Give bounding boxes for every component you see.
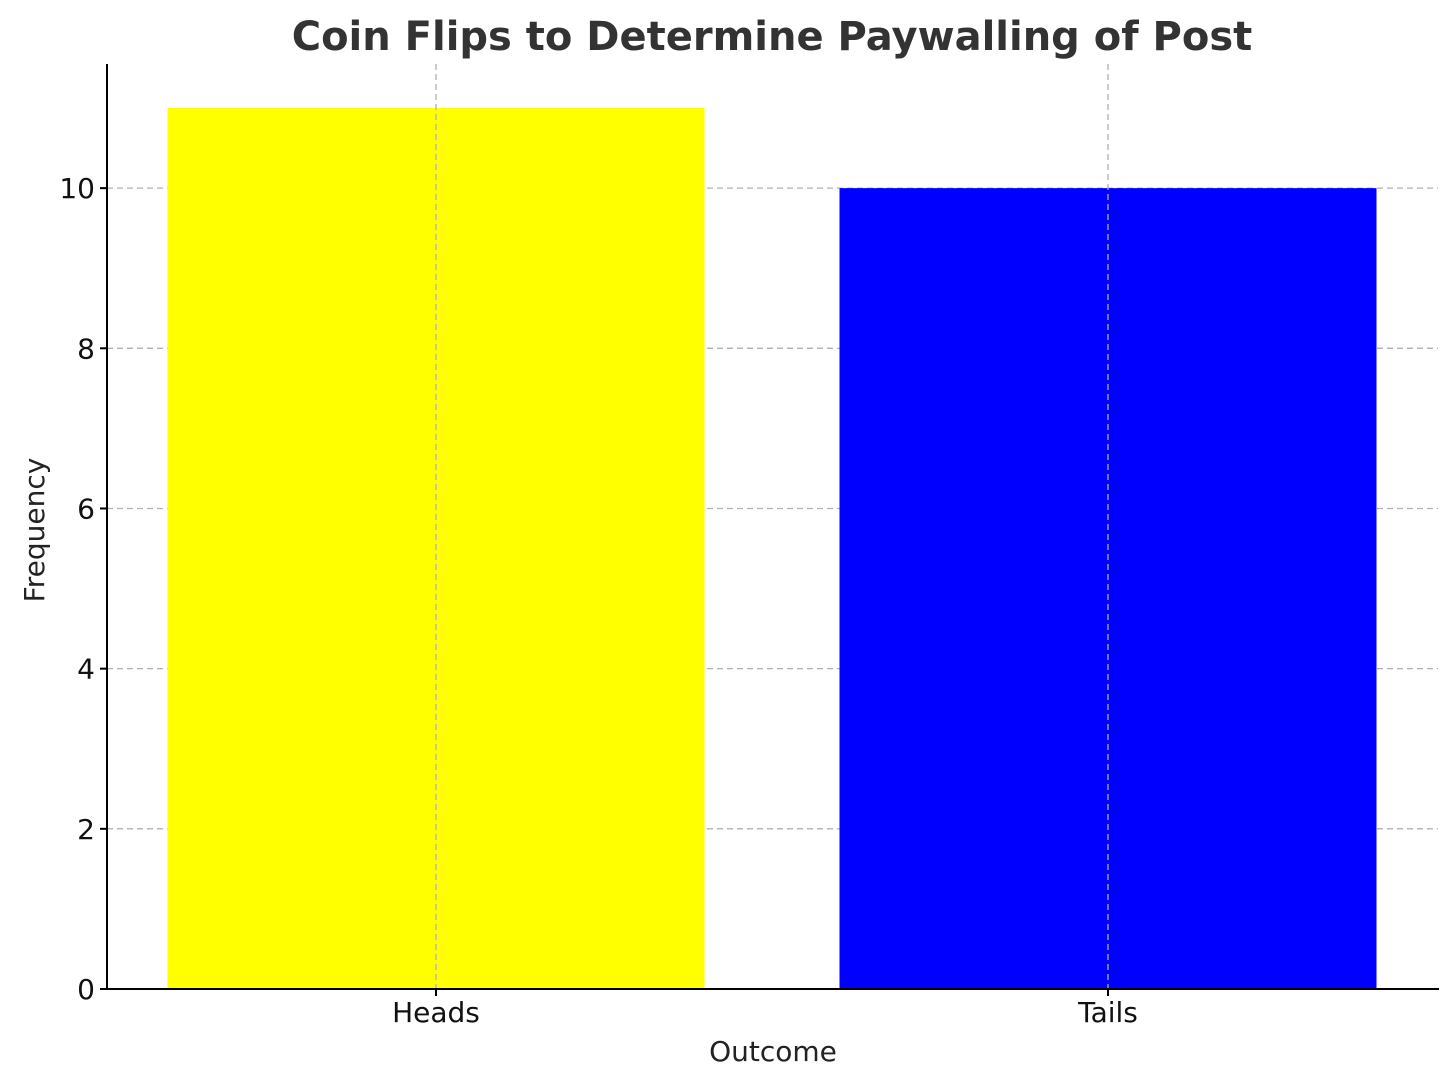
y-tick-label: 10 <box>59 172 95 205</box>
y-tick-label: 6 <box>77 492 95 525</box>
y-axis-label: Frequency <box>18 458 51 603</box>
y-tick-label: 2 <box>77 813 95 846</box>
x-axis-ticks: Heads Tails <box>392 989 1138 1029</box>
x-axis-label: Outcome <box>709 1035 837 1068</box>
x-tick-label: Tails <box>1077 996 1138 1029</box>
chart-title: Coin Flips to Determine Paywalling of Po… <box>292 14 1253 60</box>
y-tick-label: 0 <box>77 973 95 1006</box>
y-tick-label: 4 <box>77 653 95 686</box>
y-axis-ticks: 0 2 4 6 8 10 <box>59 172 107 1006</box>
x-tick-label: Heads <box>392 996 480 1029</box>
x-gridlines <box>435 64 1109 989</box>
bars <box>167 108 1377 990</box>
y-tick-label: 8 <box>77 332 95 365</box>
